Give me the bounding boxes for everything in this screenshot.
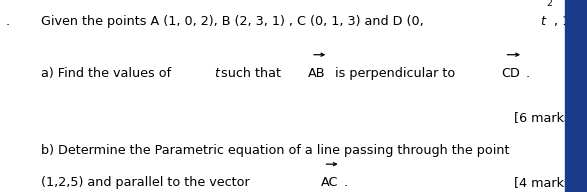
Text: b) Determine the Parametric equation of a line passing through the point: b) Determine the Parametric equation of … xyxy=(41,144,510,157)
Text: [4 marks]: [4 marks] xyxy=(514,176,575,189)
Text: t: t xyxy=(540,15,545,28)
Text: t: t xyxy=(214,67,219,80)
Text: [6 marks]: [6 marks] xyxy=(514,111,575,124)
Text: 2: 2 xyxy=(546,0,552,8)
Text: .: . xyxy=(343,176,348,189)
Text: (1,2,5) and parallel to the vector: (1,2,5) and parallel to the vector xyxy=(41,176,258,189)
Text: Given the points A (1, 0, 2), B (2, 3, 1) , C (0, 1, 3) and D (0,: Given the points A (1, 0, 2), B (2, 3, 1… xyxy=(41,15,428,28)
Text: , 1).: , 1). xyxy=(554,15,579,28)
Text: is perpendicular to: is perpendicular to xyxy=(331,67,463,80)
Text: AB: AB xyxy=(308,67,326,80)
Text: AC: AC xyxy=(321,176,338,189)
Text: .: . xyxy=(6,15,10,28)
Text: CD: CD xyxy=(501,67,521,80)
Text: such that: such that xyxy=(221,67,289,80)
Bar xyxy=(565,0,587,192)
Text: .: . xyxy=(526,67,530,80)
Text: a) Find the values of: a) Find the values of xyxy=(41,67,175,80)
